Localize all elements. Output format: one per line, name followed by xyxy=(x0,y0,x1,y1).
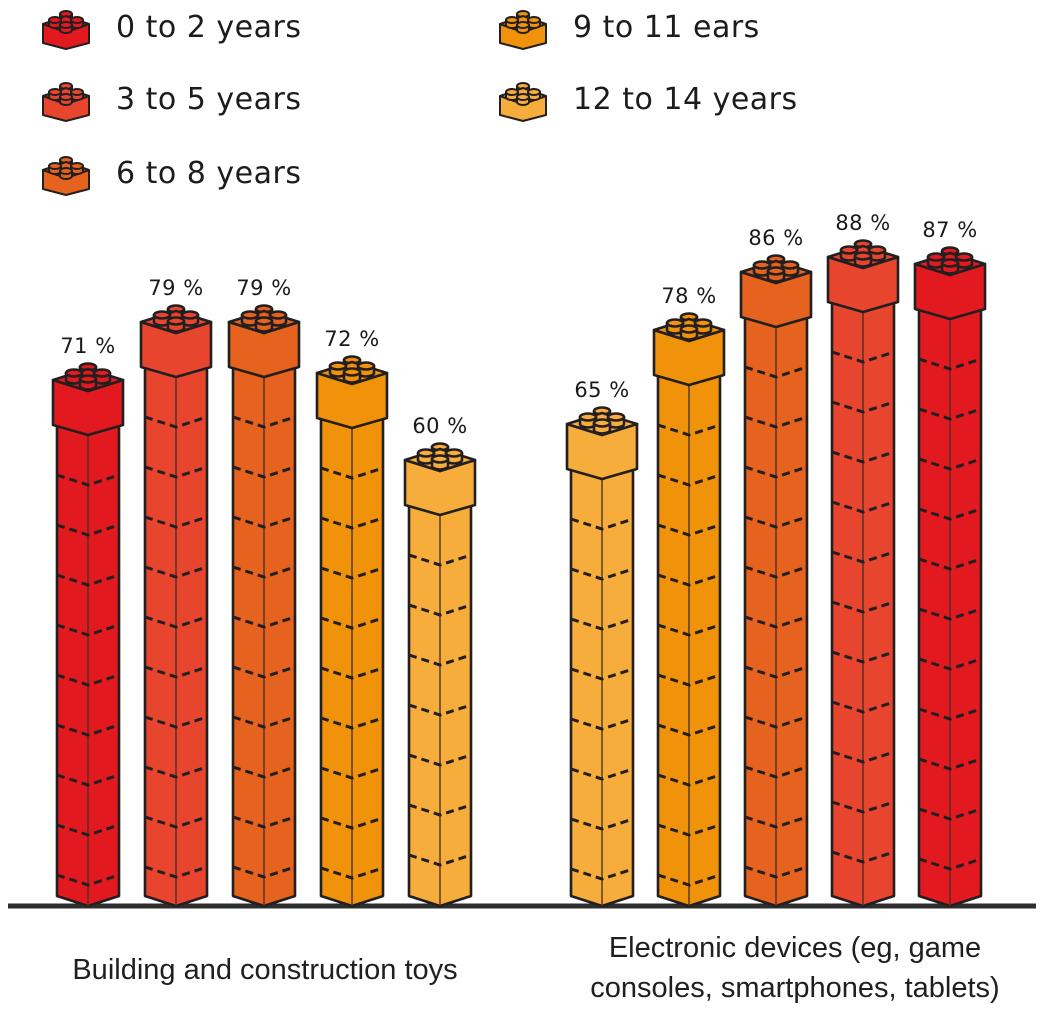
lego-brick-icon xyxy=(499,82,547,122)
group-label-line: Electronic devices (eg, game xyxy=(608,932,982,964)
bar-value-label: 87 % xyxy=(922,218,977,242)
bar-tower: 72 % xyxy=(315,327,389,908)
bar-value-label: 79 % xyxy=(236,276,291,300)
legend-label: 6 to 8 years xyxy=(116,156,302,191)
group-label-electronic-devices: Electronic devices (eg, game consoles, s… xyxy=(550,928,1040,1008)
legend-label: 3 to 5 years xyxy=(116,82,302,117)
legend-item-12-14: 12 to 14 years xyxy=(497,76,798,124)
lego-brick-icon xyxy=(42,82,90,122)
legend-label: 0 to 2 years xyxy=(116,10,302,45)
legend-item-6-8: 6 to 8 years xyxy=(40,150,301,198)
bar-tower: 86 % xyxy=(739,226,813,908)
bar-tower: 79 % xyxy=(227,276,301,908)
group-label-line: Building and construction toys xyxy=(72,954,458,986)
bar-value-label: 65 % xyxy=(574,378,629,402)
bar-tower: 60 % xyxy=(403,414,477,908)
bar-tower: 71 % xyxy=(51,334,125,908)
lego-brick-icon xyxy=(42,156,90,196)
bar-tower: 78 % xyxy=(652,284,726,908)
bar-tower: 87 % xyxy=(913,218,987,908)
bar-tower: 88 % xyxy=(826,211,900,908)
legend-label: 12 to 14 years xyxy=(573,82,798,117)
bar-value-label: 78 % xyxy=(661,284,716,308)
legend-label: 9 to 11 ears xyxy=(573,10,760,45)
legend-item-0-2: 0 to 2 years xyxy=(40,4,301,52)
group-label-line: consoles, smartphones, tablets) xyxy=(590,972,1000,1005)
bar-value-label: 88 % xyxy=(835,211,890,235)
bar-tower: 79 % xyxy=(139,276,213,908)
bar-value-label: 71 % xyxy=(60,334,115,358)
bar-value-label: 79 % xyxy=(148,276,203,300)
bar-value-label: 60 % xyxy=(412,414,467,438)
group-label-building-toys: Building and construction toys xyxy=(25,950,505,990)
lego-brick-icon xyxy=(42,10,90,50)
bar-value-label: 86 % xyxy=(748,226,803,250)
legend-item-9-11: 9 to 11 ears xyxy=(497,4,760,52)
bar-tower: 65 % xyxy=(565,378,639,908)
bar-value-label: 72 % xyxy=(324,327,379,351)
lego-brick-icon xyxy=(499,10,547,50)
legend-item-3-5: 3 to 5 years xyxy=(40,76,301,124)
